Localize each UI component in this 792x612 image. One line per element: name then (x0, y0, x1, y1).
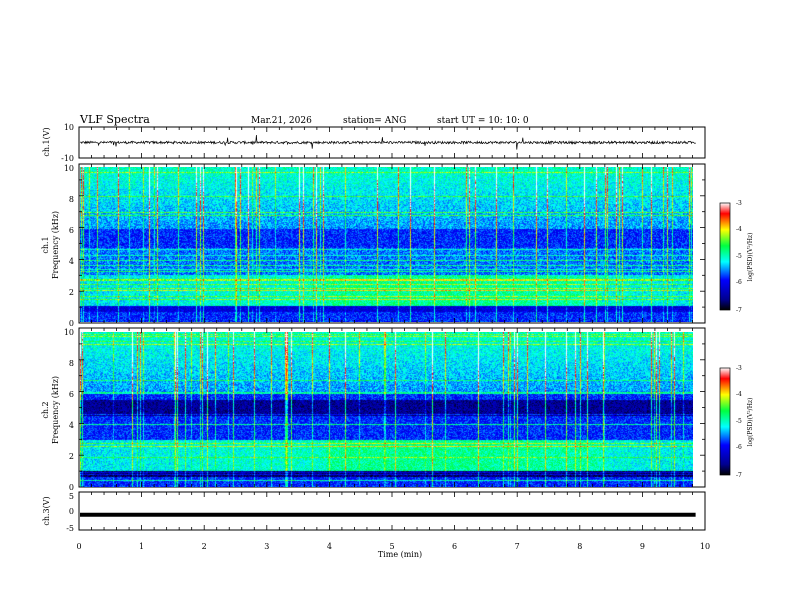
ch2-colorbar-gradient (719, 367, 731, 476)
x-tick-label: 10 (700, 542, 710, 551)
ch2-colorbar-label: log(PSD)(V²/Hz) (747, 398, 754, 447)
ch2-spec-ytick-10: 10 (64, 328, 74, 337)
x-tick-label: 9 (640, 542, 645, 551)
ch2-spec-ytick-4: 4 (69, 421, 74, 430)
ch1-cb-tick-m6: -6 (736, 279, 742, 286)
ch2-spec-ytick-6: 6 (69, 390, 74, 399)
ch2-spec-ytick-0: 0 (69, 483, 74, 492)
ch2-spec-ytick-2: 2 (69, 452, 74, 461)
ch3-ytick-mid: 0 (69, 507, 74, 516)
date-label: Mar.21, 2026 (251, 116, 312, 126)
x-axis-label: Time (min) (378, 550, 422, 559)
x-tick-label: 4 (327, 542, 332, 551)
ch1-spec-ytick-2: 2 (69, 288, 74, 297)
x-tick-label: 1 (139, 542, 144, 551)
ch1-cb-tick-m3: -3 (736, 200, 742, 207)
ch3-ytick-bottom: -5 (66, 524, 74, 533)
ch2-spec-ytick-8: 8 (69, 359, 74, 368)
ch1-waveform-panel: 10 -10 ch.1(V) (42, 123, 706, 163)
ch3-ylabel: ch.3(V) (42, 496, 51, 525)
ch3-ytick-top: 5 (69, 492, 74, 501)
ch1-colorbar-label: log(PSD)(V²/Hz) (747, 233, 754, 282)
ch2-cb-tick-m6: -6 (736, 444, 742, 451)
ch2-cb-tick-m4: -4 (736, 391, 742, 398)
station-label: station= ANG (343, 116, 406, 126)
x-tick-label: 8 (577, 542, 582, 551)
ch3-waveform-frame (78, 491, 706, 531)
ch1-cb-tick-m5: -5 (736, 253, 742, 260)
ch1-ylabel: ch.1(V) (42, 127, 51, 156)
ch1-spectrogram-image (80, 167, 693, 322)
ch1-spec-ytick-6: 6 (69, 226, 74, 235)
ch1-spectrogram-panel: 0 2 4 6 8 10 ch.1 Frequency (kHz) (41, 163, 706, 328)
ch2-cb-tick-m3: -3 (736, 365, 742, 372)
figure-title: VLF Spectra (79, 113, 150, 126)
ch1-channel-label: ch.1 (41, 236, 50, 253)
x-tick-label: 5 (389, 542, 394, 551)
ch2-spectrogram-image (80, 332, 693, 487)
ch1-spec-ytick-8: 8 (69, 195, 74, 204)
ch1-colorbar-gradient (719, 202, 731, 311)
x-tick-label: 0 (76, 542, 81, 551)
ch1-cb-tick-m7: -7 (736, 307, 742, 314)
x-tick-label: 3 (264, 542, 269, 551)
ch1-ytick-top: 10 (64, 123, 74, 132)
ch1-colorbar: -3 -4 -5 -6 -7 log(PSD)(V²/Hz) (719, 200, 754, 314)
ch1-spec-ytick-0: 0 (69, 319, 74, 328)
ch2-colorbar: -3 -4 -5 -6 -7 log(PSD)(V²/Hz) (719, 365, 754, 479)
ch1-waveform-trace (79, 134, 696, 150)
x-tick-label: 2 (202, 542, 207, 551)
ch3-waveform-panel: 5 0 -5 ch.3(V) (42, 491, 706, 533)
ch2-cb-tick-m7: -7 (736, 472, 742, 479)
tick-marks (78, 127, 706, 530)
ch2-channel-label: ch.2 (41, 401, 50, 418)
x-axis: Time (min) 0 1 2 3 4 5 6 7 8 9 10 (76, 542, 710, 559)
ch2-freq-label: Frequency (kHz) (51, 376, 60, 444)
x-tick-label: 6 (452, 542, 457, 551)
ch2-spectrogram-panel: 0 2 4 6 8 10 ch.2 Frequency (kHz) (41, 327, 706, 492)
ch1-freq-label: Frequency (kHz) (51, 211, 60, 279)
ch1-ytick-bottom: -10 (61, 154, 74, 163)
x-tick-label: 7 (515, 542, 520, 551)
ch1-spec-ytick-10: 10 (64, 164, 74, 173)
start-time-label: start UT = 10: 10: 0 (437, 116, 529, 126)
ch1-cb-tick-m4: -4 (736, 226, 742, 233)
ch1-spec-ytick-4: 4 (69, 257, 74, 266)
ch2-cb-tick-m5: -5 (736, 418, 742, 425)
